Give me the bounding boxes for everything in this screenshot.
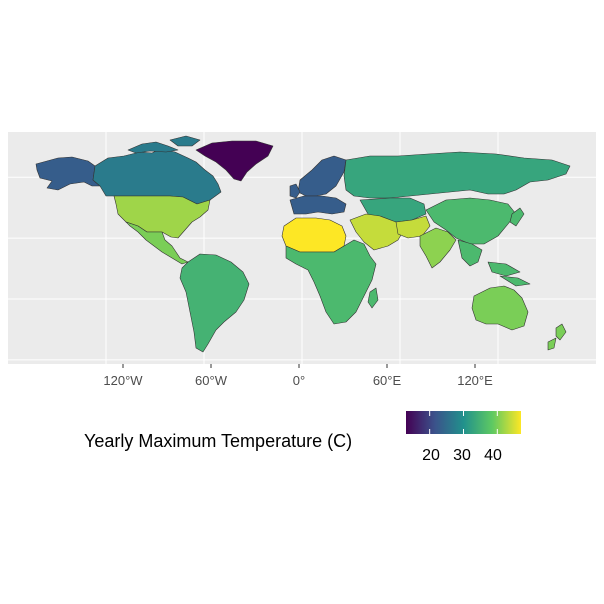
- region-british-isles: [289, 183, 301, 199]
- x-tick-label: 120°E: [457, 373, 493, 388]
- region-new-zealand: [547, 323, 567, 351]
- region-arabian-peninsula: [349, 213, 405, 251]
- legend-tick-label: 20: [422, 447, 440, 464]
- legend-tick-label: 40: [484, 447, 502, 464]
- region-india: [419, 227, 457, 269]
- legend-title: Yearly Maximum Temperature (C): [84, 431, 352, 451]
- region-scandinavia: [297, 155, 347, 197]
- region-south-west-asia: [395, 215, 431, 239]
- region-madagascar: [367, 287, 379, 309]
- region-japan: [509, 207, 525, 227]
- x-tick-label: 120°W: [103, 373, 143, 388]
- color-legend: Yearly Maximum Temperature (C) 20 30 40: [84, 411, 521, 464]
- colorbar-ticks: [429, 411, 498, 434]
- x-axis: 120°W 60°W 0° 60°E 120°E: [103, 364, 493, 388]
- region-north-africa: [281, 217, 347, 253]
- region-united-states: [113, 195, 211, 239]
- x-tick-label: 60°E: [373, 373, 402, 388]
- country-layer: [35, 135, 571, 353]
- region-greenland: [195, 140, 274, 182]
- region-southeast-asia: [457, 239, 531, 287]
- region-australia: [471, 285, 529, 331]
- colorbar: [406, 411, 521, 434]
- region-arctic-islands: [127, 135, 201, 154]
- legend-tick-label: 30: [453, 447, 471, 464]
- region-china: [425, 197, 517, 245]
- region-south-america: [179, 253, 250, 353]
- x-tick-label: 0°: [293, 373, 305, 388]
- region-western-europe: [289, 195, 347, 215]
- region-alaska: [35, 156, 101, 191]
- region-russia: [343, 151, 571, 199]
- x-tick-label: 60°W: [195, 373, 228, 388]
- region-central-africa: [285, 239, 377, 325]
